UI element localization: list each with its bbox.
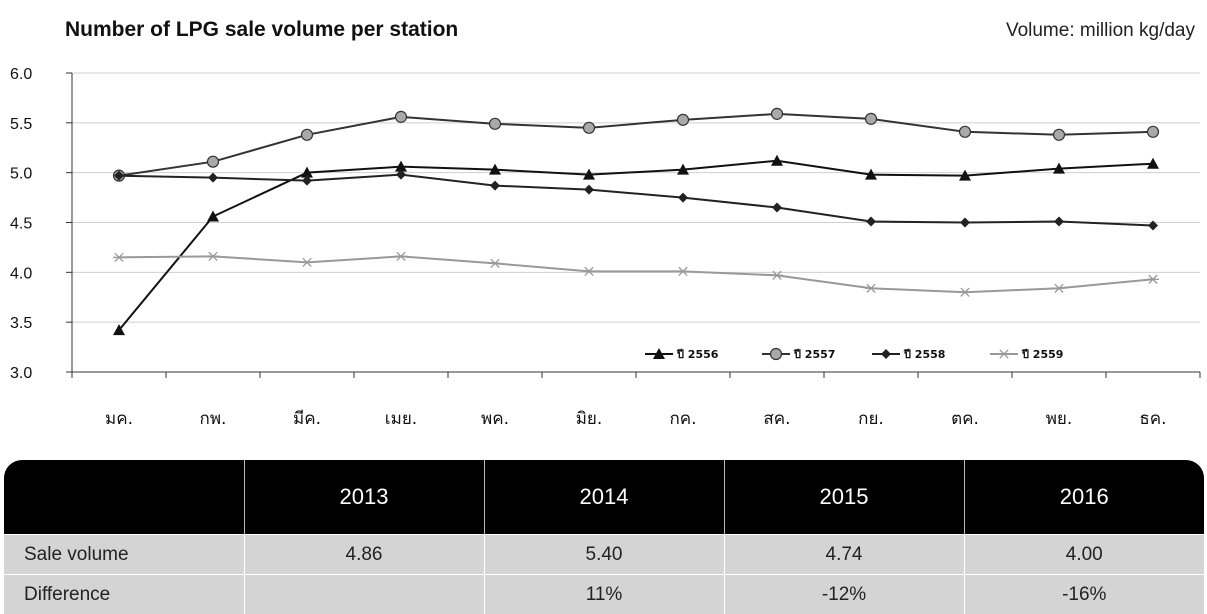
row-label: Difference (4, 575, 244, 614)
table-header-cell (4, 460, 244, 535)
y-tick-label: 3.5 (10, 315, 32, 332)
table-header-cell: 2016 (964, 460, 1204, 535)
y-tick-label: 4.5 (10, 216, 32, 233)
data-point (772, 203, 782, 213)
data-point (208, 173, 218, 183)
legend-item: ปี 2559 (990, 348, 1063, 361)
x-tick-label: มค. (105, 409, 133, 429)
x-tick-label: มีค. (293, 409, 321, 429)
data-point (302, 129, 313, 140)
series-line (119, 161, 1153, 330)
data-point (1148, 126, 1159, 137)
legend-label: ปี 2557 (793, 348, 836, 361)
data-point (881, 349, 891, 359)
legend-item: ปี 2556 (645, 348, 719, 361)
data-point (1148, 220, 1158, 230)
x-tick-label: ตค. (951, 409, 979, 429)
data-point (1147, 275, 1159, 283)
data-point (584, 185, 594, 195)
x-tick-label: ธค. (1139, 409, 1166, 429)
data-point (771, 349, 782, 360)
x-tick-label: มิย. (576, 409, 603, 429)
table-header-row: 2013 2014 2015 2016 (4, 460, 1204, 535)
y-tick-label: 3.0 (10, 365, 32, 382)
line-chart: 3.0 3.5 4.0 4.5 5.0 5.5 6.0 มค. กพ. มีค. เมย. พค. มิ… (0, 0, 1207, 450)
table-header-cell: 2015 (724, 460, 964, 535)
y-tick-label: 6.0 (10, 66, 32, 83)
data-point (584, 122, 595, 133)
table-cell: 4.86 (244, 535, 484, 575)
data-point (489, 259, 501, 267)
x-tick-label: พค. (481, 409, 509, 429)
y-tick-label: 5.5 (10, 116, 32, 133)
data-point (1054, 129, 1065, 140)
y-tick-label: 5.0 (10, 166, 32, 183)
summary-table: 2013 2014 2015 2016 Sale volume 4.86 5.4… (4, 460, 1204, 614)
row-label: Sale volume (4, 535, 244, 575)
x-tick-label: พย. (1046, 409, 1073, 429)
data-point (1053, 284, 1065, 292)
data-point (490, 181, 500, 191)
table-cell: -12% (724, 575, 964, 614)
data-point (960, 218, 970, 228)
table-cell: 4.00 (964, 535, 1204, 575)
y-tick-label: 4.0 (10, 265, 32, 282)
data-point (960, 126, 971, 137)
x-tick-label: สค. (763, 409, 790, 429)
legend-item: ปี 2558 (872, 348, 945, 361)
data-point (1054, 217, 1064, 227)
data-point (301, 258, 313, 266)
table-cell: -16% (964, 575, 1204, 614)
x-tick-label: กพ. (200, 409, 227, 429)
table-header-cell: 2013 (244, 460, 484, 535)
data-point (866, 217, 876, 227)
data-point (772, 108, 783, 119)
data-point (678, 114, 689, 125)
table-cell: 5.40 (484, 535, 724, 575)
table-cell: 4.74 (724, 535, 964, 575)
data-point (998, 350, 1010, 358)
data-point (866, 113, 877, 124)
data-point (583, 267, 595, 275)
table-row: Sale volume 4.86 5.40 4.74 4.00 (4, 535, 1204, 575)
table-header-cell: 2014 (484, 460, 724, 535)
table-cell: 11% (484, 575, 724, 614)
series-line (119, 256, 1153, 292)
legend-label: ปี 2558 (903, 348, 946, 361)
data-point (208, 156, 219, 167)
legend-label: ปี 2556 (676, 348, 719, 361)
data-point (207, 252, 219, 260)
series-line (119, 175, 1153, 226)
legend-item: ปี 2557 (762, 348, 835, 361)
x-tick-label: กค. (669, 409, 696, 429)
data-point (865, 284, 877, 292)
data-point (677, 267, 689, 275)
data-point (490, 118, 501, 129)
data-point (395, 252, 407, 260)
data-point (207, 211, 219, 222)
data-point (678, 193, 688, 203)
data-point (396, 111, 407, 122)
table-row: Difference 11% -12% -16% (4, 575, 1204, 614)
data-point (113, 253, 125, 261)
x-tick-label: กย. (858, 409, 884, 429)
summary-table-container: 2013 2014 2015 2016 Sale volume 4.86 5.4… (4, 460, 1204, 614)
table-cell (244, 575, 484, 614)
legend-label: ปี 2559 (1021, 348, 1064, 361)
data-point (959, 288, 971, 296)
x-tick-label: เมย. (385, 409, 417, 429)
